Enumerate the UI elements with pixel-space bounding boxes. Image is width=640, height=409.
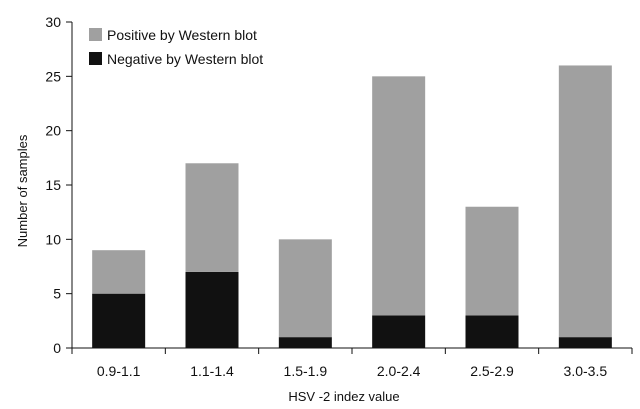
x-tick-label: 1.1-1.4 [190,363,234,379]
bar-positive-2.5-2.9 [465,206,519,316]
y-tick-label: 0 [53,340,61,356]
y-tick-label: 15 [45,177,61,193]
bar-negative-3.0-3.5 [558,337,612,348]
bar-negative-2.5-2.9 [465,315,519,348]
bar-positive-3.0-3.5 [558,65,612,338]
axes-layer [66,21,633,354]
y-tick-label: 20 [45,123,61,139]
bar-positive-1.5-1.9 [278,239,332,338]
legend: Positive by Western blot Negative by West… [89,27,263,67]
y-tick-label: 10 [45,231,61,247]
legend-label-negative: Negative by Western blot [107,51,263,67]
legend-swatch-positive [89,28,102,41]
x-axis-label: HSV -2 indez value [288,389,399,404]
bar-negative-0.9-1.1 [92,293,146,348]
ticks-layer: 0.9-1.1 1.1-1.4 1.5-1.9 2.0-2.4 2.5-2.9 3.0-3… [45,14,607,379]
bar-negative-2.0-2.4 [372,315,426,348]
x-tick-label: 1.5-1.9 [284,363,328,379]
x-tick-label: 2.0-2.4 [377,363,421,379]
x-tick-label: 2.5-2.9 [470,363,514,379]
x-tick-label: 3.0-3.5 [564,363,608,379]
y-tick-label: 25 [45,68,61,84]
bar-positive-2.0-2.4 [372,76,426,316]
legend-label-positive: Positive by Western blot [107,27,257,43]
bars-layer [92,65,612,348]
bar-positive-1.1-1.4 [185,163,239,272]
x-tick-label: 0.9-1.1 [97,363,141,379]
y-tick-label: 5 [53,286,61,302]
bar-positive-0.9-1.1 [92,250,146,294]
y-axis-label: Number of samples [15,134,30,247]
y-tick-label: 30 [45,14,61,30]
bar-negative-1.1-1.4 [185,271,239,348]
legend-swatch-negative [89,52,102,65]
bar-negative-1.5-1.9 [278,337,332,348]
